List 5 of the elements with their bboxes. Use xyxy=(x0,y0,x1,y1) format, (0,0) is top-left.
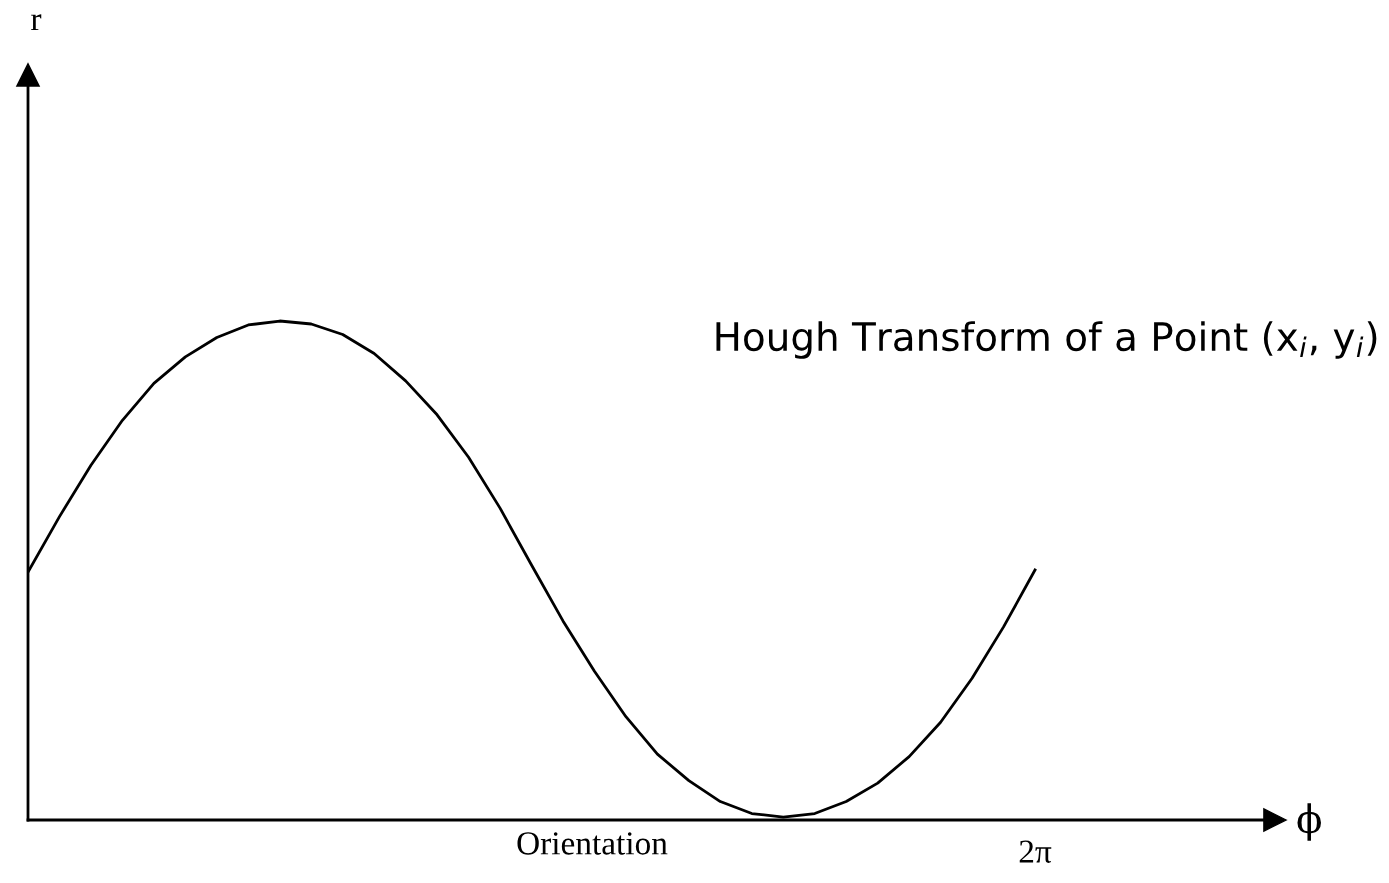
text: ϕ xyxy=(1297,803,1321,841)
text: r xyxy=(31,14,42,31)
annotation: Hough Transform of a Point (x$_{i}$, y$_{i}$) xyxy=(716,321,1377,359)
text: 2π xyxy=(1019,840,1052,863)
x-axis-title: Orientation xyxy=(517,832,668,855)
